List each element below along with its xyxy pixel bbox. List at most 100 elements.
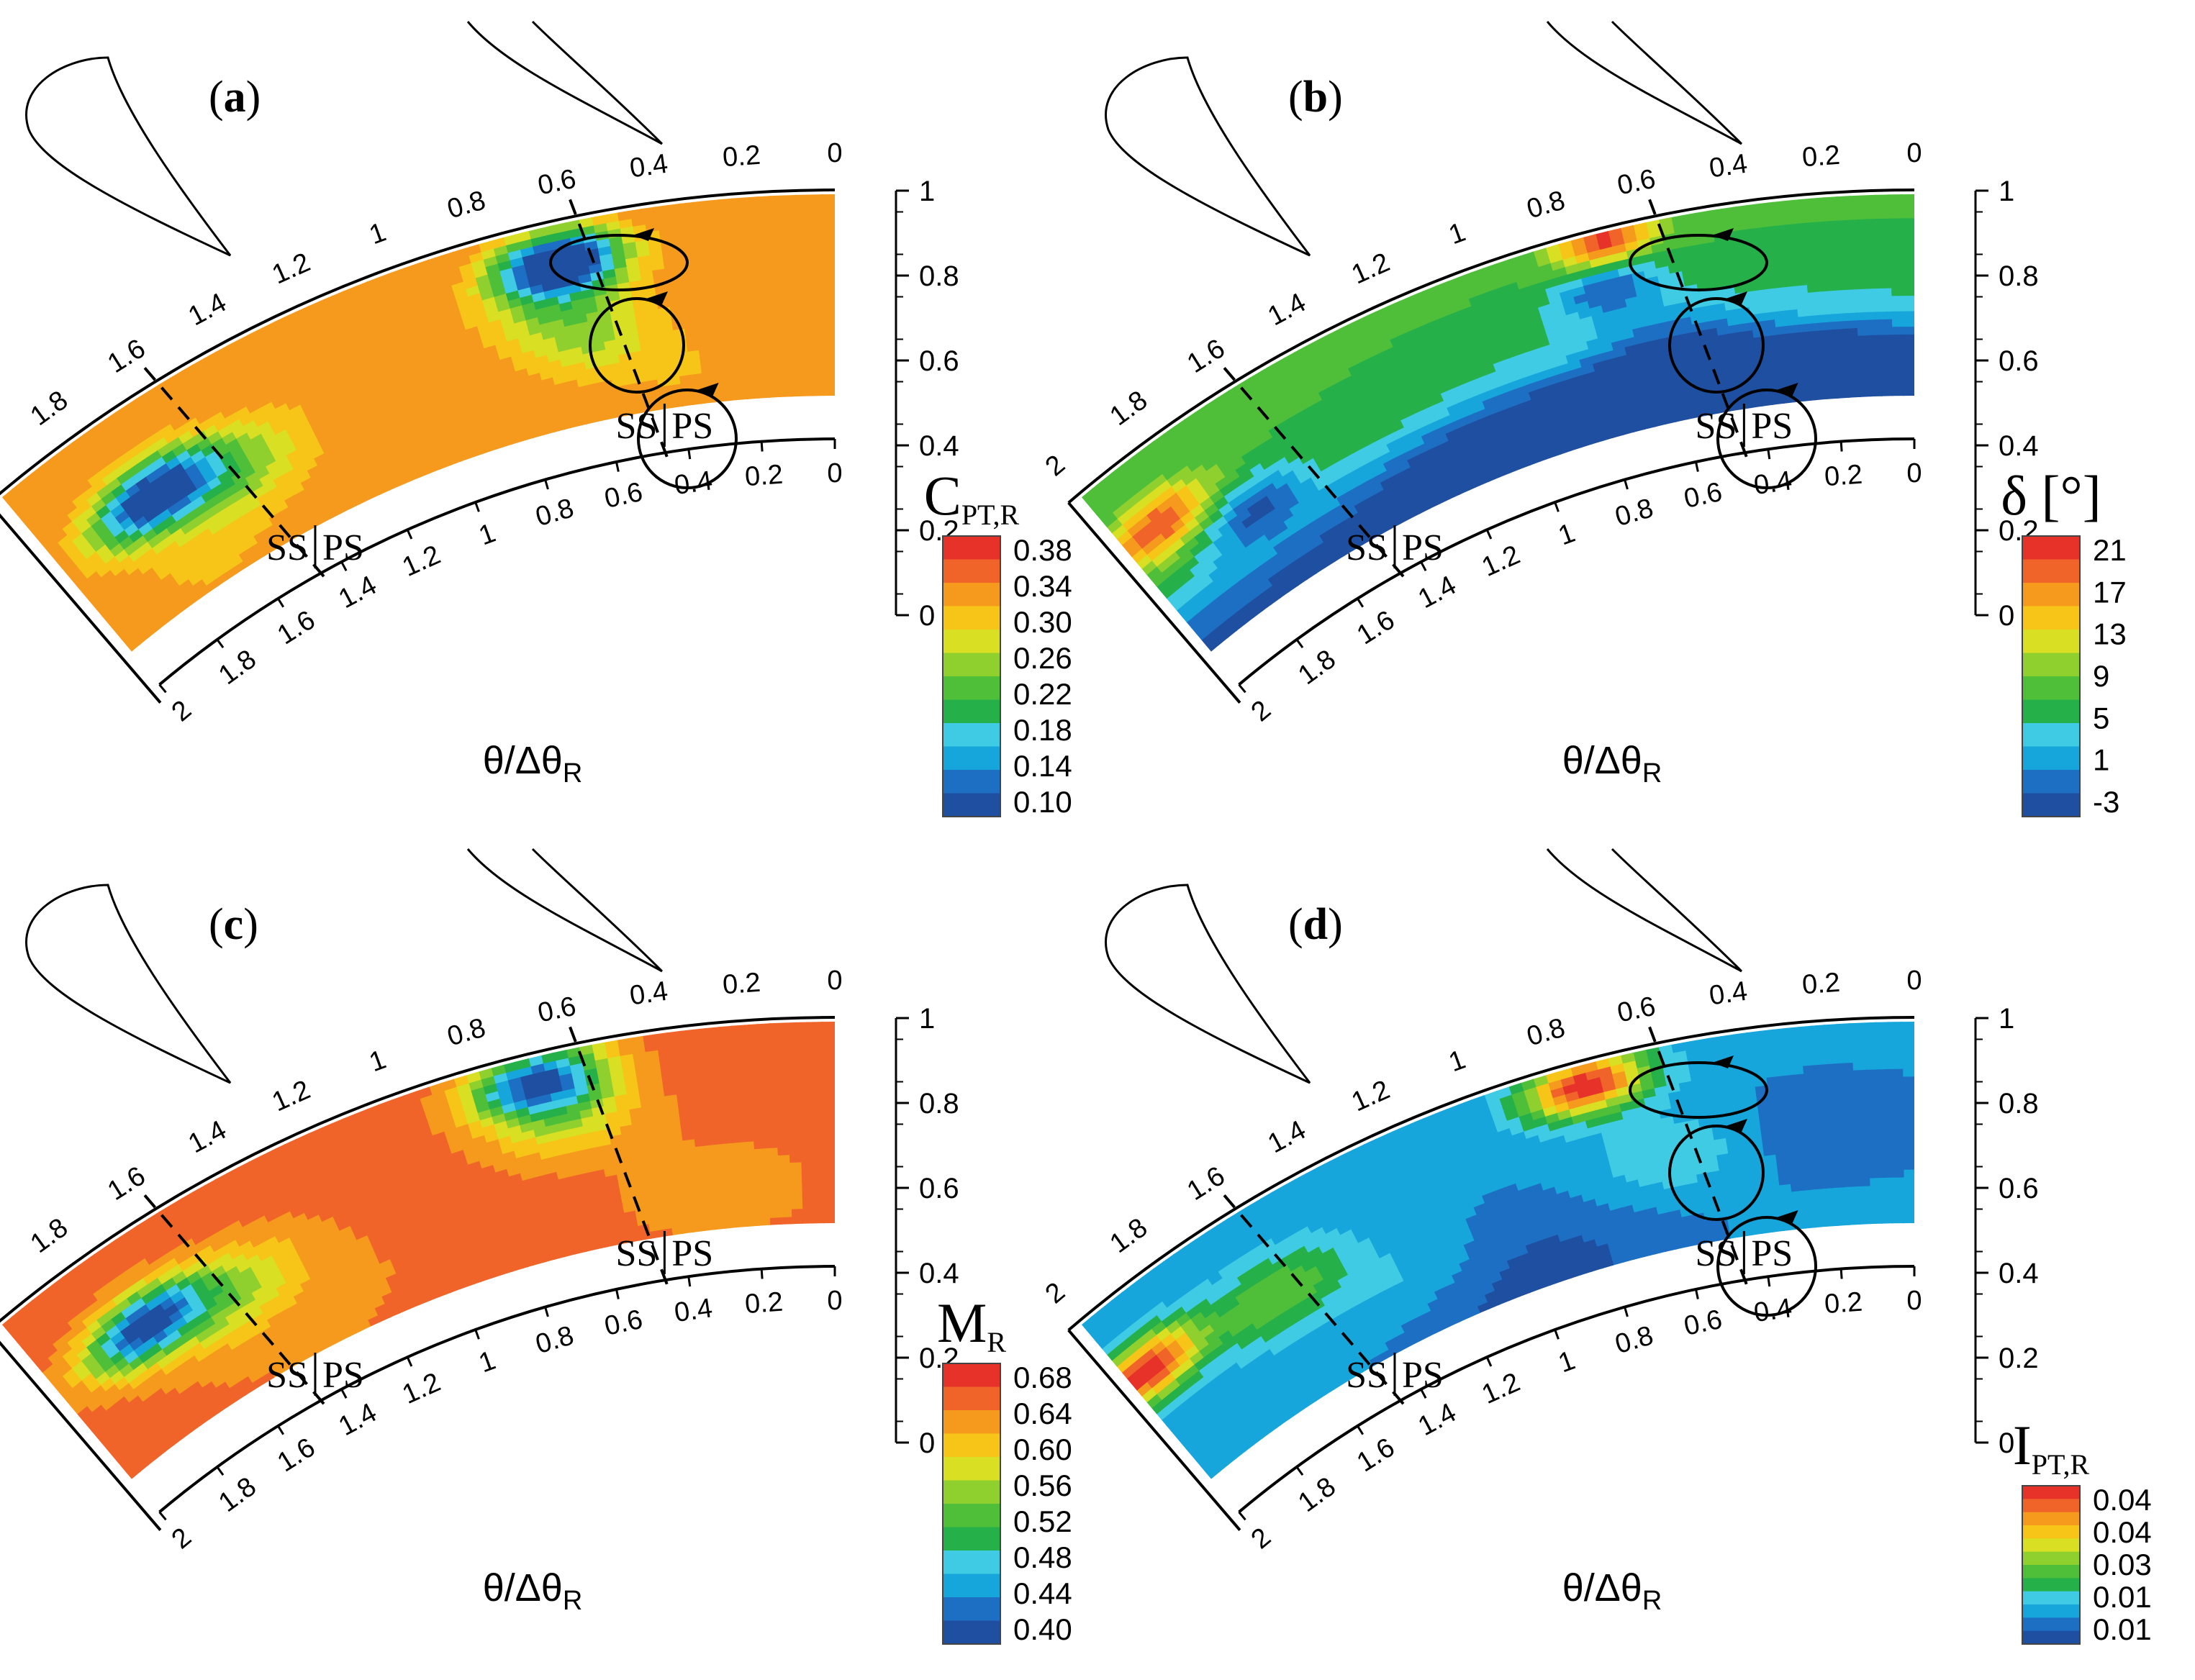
theta-tick-top: 1.6 [1182, 333, 1230, 379]
theta-tick-bottom: 1 [475, 1345, 499, 1379]
theta-tick-top: 1.8 [25, 385, 73, 432]
theta-tick-top: 1.6 [1182, 1161, 1230, 1207]
colorbar-swatch [943, 1504, 1000, 1528]
panel-label: (d) [1288, 900, 1343, 949]
vortex-arrow [1776, 1210, 1798, 1223]
x-axis-label-sub: R [1642, 1586, 1662, 1616]
theta-tick [474, 501, 480, 512]
theta-tick-top: 1.2 [1347, 248, 1394, 291]
theta-tick-top: 0.4 [628, 149, 669, 184]
wake-line [143, 367, 327, 580]
panel-label: (b) [1288, 73, 1343, 122]
panel-d: 10.80.60.40.20221.81.81.61.61.41.41.21.2… [1040, 848, 2152, 1646]
colorbar-title-main: C [924, 464, 961, 527]
theta-tick [1485, 529, 1493, 540]
theta-tick-bottom: 1.2 [398, 1367, 445, 1410]
panel-label-letter: c [224, 900, 244, 949]
vortex-arrow [646, 291, 668, 304]
theta-tick [158, 684, 167, 694]
colorbar-tick-label: 0.48 [1013, 1540, 1072, 1574]
colorbar-swatch [943, 1457, 1000, 1481]
colorbar-swatch [2022, 1617, 2080, 1632]
blade-profile-right [466, 20, 664, 145]
theta-tick-bottom: 1 [1554, 1345, 1579, 1379]
theta-tick [1624, 479, 1629, 490]
colorbar-swatch [2022, 793, 2080, 817]
theta-tick-top: 0.4 [1707, 149, 1749, 184]
theta-tick-bottom: 0.8 [533, 1320, 577, 1360]
blade-profile-left [1105, 56, 1311, 257]
panel-label-letter: a [224, 73, 246, 122]
theta-tick-bottom: 1.4 [1413, 570, 1461, 614]
theta-tick [1357, 1425, 1364, 1435]
colorbar-tick-label: 0.18 [1013, 713, 1072, 747]
theta-tick-bottom: 1.6 [272, 605, 320, 651]
theta-tick-bottom: 0.4 [672, 1293, 714, 1328]
theta-tick [1357, 598, 1364, 608]
colorbar-title-sub: PT,R [2032, 1448, 2090, 1481]
theta-tick-top: 1.4 [184, 1114, 231, 1159]
vortex-arrow [1712, 1055, 1734, 1068]
blade-profile-right [1546, 848, 1743, 973]
ss-label: SS [1696, 406, 1737, 447]
theta-tick [340, 1389, 348, 1399]
colorbar-swatch [2022, 676, 2080, 701]
colorbar-swatch [943, 1574, 1000, 1598]
colorbar-swatch [2022, 1499, 2080, 1513]
theta-tick-top: 1 [1445, 1045, 1470, 1079]
panel-b: 10.80.60.40.20221.81.81.61.61.41.41.21.2… [1040, 20, 2127, 819]
radial-tick-label: 0.6 [1999, 345, 2039, 377]
theta-tick-bottom: 0 [827, 1286, 842, 1316]
vortex-arrow [1712, 228, 1734, 241]
wake-line [1223, 1194, 1407, 1407]
theta-tick-top: 1.4 [1263, 1114, 1311, 1159]
radial-tick-label: 0.4 [919, 1258, 959, 1289]
colorbar-title-main: M [937, 1291, 987, 1354]
radial-tick-label: 0 [919, 1427, 935, 1459]
vortex-loop [589, 297, 685, 394]
ps-label: PS [671, 1233, 713, 1274]
radial-tick-label: 0.6 [1999, 1173, 2039, 1204]
colorbar-tick-label: 0.26 [1013, 641, 1072, 675]
colorbar-swatch [943, 583, 1000, 607]
theta-tick-bottom: 0.2 [1824, 460, 1864, 493]
colorbar-title: δ [°] [2001, 464, 2101, 527]
colorbar-swatch [943, 746, 1000, 771]
theta-tick [1839, 1268, 1843, 1279]
panel-label-letter: b [1303, 73, 1328, 122]
vortex-loop [1716, 1216, 1817, 1317]
theta-tick-bottom: 0 [827, 458, 842, 489]
ps-label: PS [322, 527, 364, 568]
ss-label: SS [1346, 1355, 1388, 1396]
casing-line [0, 189, 836, 496]
ss-label: SS [1346, 527, 1388, 568]
radial-tick-label: 0.8 [919, 1088, 959, 1120]
theta-tick [544, 1307, 549, 1317]
colorbar-tick-label: 5 [2093, 701, 2109, 735]
colorbar-title: CPT,R [924, 464, 1020, 531]
theta-tick [1238, 684, 1246, 694]
colorbar-swatch [943, 1433, 1000, 1458]
colorbar-tick-label: 0.01 [2093, 1580, 2152, 1614]
colorbar-tick-label: 1 [2093, 743, 2109, 777]
colorbar-swatch [2022, 1630, 2080, 1645]
colorbar-title-sub: PT,R [961, 499, 1020, 531]
theta-tick-bottom: 0.6 [1681, 477, 1724, 514]
ps-label: PS [1402, 527, 1444, 568]
colorbar-tick-label: 13 [2093, 617, 2127, 651]
vortex-arrow [1776, 383, 1798, 396]
colorbar-tick-label: -3 [2093, 785, 2119, 819]
theta-tick [474, 1329, 480, 1340]
theta-tick-bottom: 1.4 [334, 1397, 381, 1442]
theta-tick [216, 1466, 225, 1476]
colorbar-tick-label: 0.56 [1013, 1468, 1072, 1502]
theta-tick-top: 0.6 [1615, 164, 1658, 201]
colorbar-swatch [2022, 1512, 2080, 1526]
radial-tick-label: 0 [1999, 600, 2014, 632]
theta-tick-bottom: 1.6 [1352, 605, 1400, 651]
colorbar-title: IPT,R [2013, 1414, 2090, 1481]
theta-tick-top: 1.4 [1263, 287, 1311, 332]
theta-tick [1420, 1389, 1427, 1399]
x-axis-label-main: θ/Δθ [1562, 739, 1642, 782]
colorbar-swatch [2022, 559, 2080, 584]
